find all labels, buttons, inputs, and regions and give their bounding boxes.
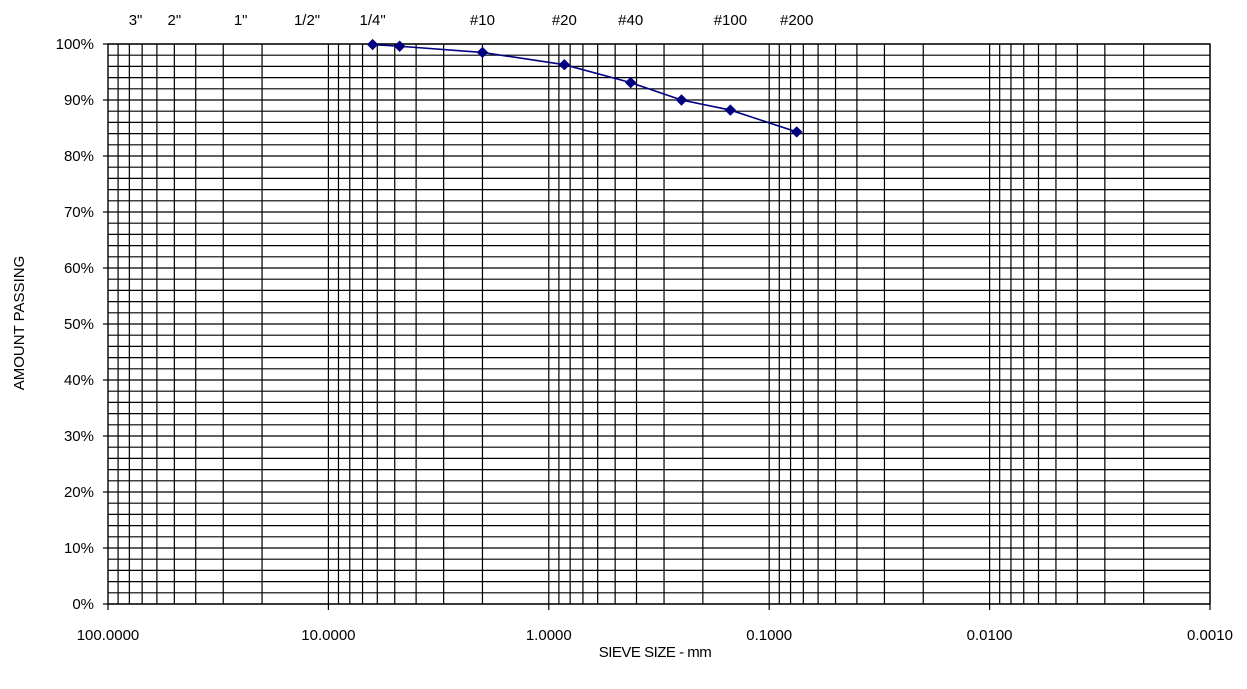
sieve-label: 1/2" — [294, 12, 320, 29]
x-axis-label: SIEVE SIZE - mm — [599, 644, 712, 661]
x-tick-label: 0.0010 — [1187, 627, 1233, 644]
sieve-label: #20 — [552, 12, 577, 29]
y-tick-label: 50% — [64, 316, 94, 333]
series-group — [366, 38, 803, 138]
sieve-label: #10 — [470, 12, 495, 29]
sieve-label: #200 — [780, 12, 813, 29]
x-tick-label: 0.0100 — [967, 627, 1013, 644]
y-tick-label: 100% — [56, 36, 94, 53]
x-tick-label: 1.0000 — [526, 627, 572, 644]
data-point — [476, 46, 489, 59]
x-tick-label: 100.0000 — [77, 627, 140, 644]
sieve-label: 2" — [168, 12, 182, 29]
data-point — [366, 38, 379, 51]
x-tick-label: 10.0000 — [301, 627, 355, 644]
y-tick-label: 70% — [64, 204, 94, 221]
y-tick-label: 80% — [64, 148, 94, 165]
y-tick-labels: 0% 10% 20% 30% 40% 50% 60% 70% 80% 90% 100% — [56, 36, 94, 613]
y-tick-label: 90% — [64, 92, 94, 109]
y-tick-label: 60% — [64, 260, 94, 277]
data-point — [393, 40, 406, 52]
data-point — [724, 104, 737, 116]
sieve-labels: 3" 2" 1" 1/2" 1/4" #10 #20 #40 #100 #200 — [129, 12, 814, 29]
sieve-label: 1/4" — [360, 12, 386, 29]
gridlines — [108, 43, 1211, 605]
y-tick-label: 40% — [64, 372, 94, 389]
y-tick-label: 0% — [72, 596, 94, 613]
sieve-label: 3" — [129, 12, 143, 29]
data-point — [675, 94, 688, 106]
plot-frame — [103, 43, 1211, 610]
sieve-label: 1" — [234, 12, 248, 29]
y-tick-label: 10% — [64, 540, 94, 557]
x-tick-label: 0.1000 — [746, 627, 792, 644]
data-point — [624, 76, 637, 89]
data-point — [558, 59, 571, 71]
y-tick-label: 30% — [64, 428, 94, 445]
x-tick-labels: 100.0000 10.0000 1.0000 0.1000 0.0100 0.0010 — [77, 627, 1233, 644]
sieve-label: #40 — [618, 12, 643, 29]
series-line — [372, 43, 797, 133]
y-tick-label: 20% — [64, 484, 94, 501]
data-point — [791, 126, 803, 138]
y-axis-label: AMOUNT PASSING — [11, 256, 28, 390]
sieve-label: #100 — [714, 12, 747, 29]
